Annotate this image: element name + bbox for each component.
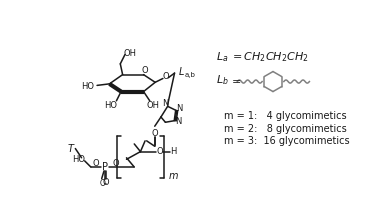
Text: N: N bbox=[162, 99, 169, 108]
Text: O: O bbox=[102, 178, 109, 187]
Text: N: N bbox=[176, 104, 183, 113]
Text: O: O bbox=[113, 159, 119, 168]
Text: O: O bbox=[156, 147, 163, 156]
Text: $L_b$: $L_b$ bbox=[216, 73, 229, 87]
Text: m = 3:  16 glycomimetics: m = 3: 16 glycomimetics bbox=[224, 136, 350, 146]
Text: $L_a$: $L_a$ bbox=[216, 50, 229, 64]
Text: a,b: a,b bbox=[185, 72, 196, 78]
Text: T: T bbox=[68, 144, 74, 153]
Text: O: O bbox=[100, 179, 105, 188]
Text: -: - bbox=[103, 179, 106, 188]
Text: P: P bbox=[102, 162, 108, 172]
Text: $=$: $=$ bbox=[229, 75, 241, 85]
Text: m = 2:   8 glycomimetics: m = 2: 8 glycomimetics bbox=[224, 123, 347, 134]
Text: H: H bbox=[170, 147, 176, 156]
Text: O: O bbox=[93, 159, 100, 168]
Text: m = 1:   4 glycomimetics: m = 1: 4 glycomimetics bbox=[224, 111, 347, 121]
Text: m: m bbox=[168, 171, 178, 181]
Text: N: N bbox=[175, 117, 181, 126]
Text: O: O bbox=[151, 129, 158, 138]
Text: OH: OH bbox=[124, 49, 137, 58]
Text: HO: HO bbox=[81, 82, 94, 91]
Text: HO: HO bbox=[104, 101, 117, 110]
Text: L: L bbox=[178, 67, 184, 77]
Text: OH: OH bbox=[146, 101, 160, 110]
Text: $= CH_2CH_2CH_2$: $= CH_2CH_2CH_2$ bbox=[230, 50, 309, 64]
Text: O: O bbox=[141, 66, 148, 75]
Text: HO: HO bbox=[72, 155, 85, 164]
Text: O: O bbox=[163, 72, 169, 82]
